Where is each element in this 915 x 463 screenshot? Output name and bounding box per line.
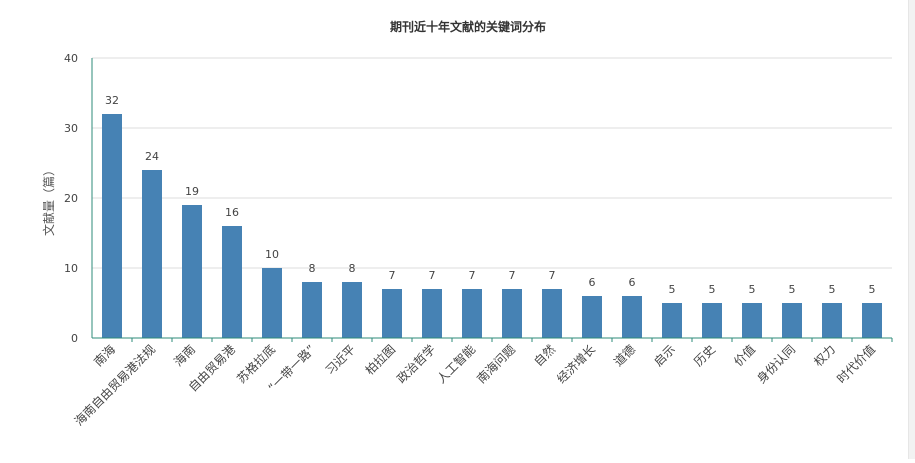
x-tick-label: 启示 (651, 342, 678, 369)
bar-value-label: 8 (309, 262, 316, 275)
bar[interactable] (742, 303, 762, 338)
bar-value-label: 5 (709, 283, 716, 296)
bar[interactable] (222, 226, 242, 338)
bar[interactable] (662, 303, 682, 338)
bar-value-label: 6 (629, 276, 636, 289)
bar-value-label: 10 (265, 248, 279, 261)
bar[interactable] (142, 170, 162, 338)
bar[interactable] (542, 289, 562, 338)
bar[interactable] (582, 296, 602, 338)
x-tick-label: 南海 (91, 342, 119, 370)
bar-value-label: 16 (225, 206, 239, 219)
x-tick-label: 时代价值 (834, 342, 879, 387)
y-tick-label: 0 (71, 332, 78, 345)
x-tick-label: 自然 (531, 342, 559, 370)
y-axis-label: 文献量（篇） (41, 164, 56, 236)
bar[interactable] (822, 303, 842, 338)
bar[interactable] (702, 303, 722, 338)
bar-value-label: 7 (509, 269, 516, 282)
bar[interactable] (862, 303, 882, 338)
x-tick-label: 政治哲学 (394, 342, 439, 387)
scrollbar-edge (908, 0, 915, 459)
bar-value-label: 32 (105, 94, 119, 107)
bar[interactable] (182, 205, 202, 338)
gridlines (92, 57, 892, 269)
bar-value-label: 5 (869, 283, 876, 296)
bar[interactable] (102, 114, 122, 338)
bar-value-label: 6 (589, 276, 596, 289)
y-tick-label: 30 (64, 122, 78, 135)
bar-value-label: 7 (389, 269, 396, 282)
bar-value-label: 8 (349, 262, 356, 275)
bar-value-label: 5 (669, 283, 676, 296)
x-tick-label: 习近平 (323, 342, 358, 377)
bar[interactable] (382, 289, 402, 338)
bar[interactable] (622, 296, 642, 338)
x-tick-label: 人工智能 (434, 342, 479, 387)
bar[interactable] (462, 289, 482, 338)
bar[interactable] (302, 282, 322, 338)
bar-value-label: 7 (469, 269, 476, 282)
bar-value-label: 19 (185, 185, 199, 198)
bar-value-label: 5 (829, 283, 836, 296)
x-tick-label: 价值 (731, 342, 759, 370)
bar-value-label: 7 (429, 269, 436, 282)
x-tick-label: 历史 (691, 342, 718, 369)
x-tick-label: 身份认同 (754, 342, 799, 387)
bar[interactable] (422, 289, 442, 338)
bar[interactable] (342, 282, 362, 338)
bar-value-label: 5 (789, 283, 796, 296)
y-tick-label: 40 (64, 52, 78, 65)
chart-title: 期刊近十年文献的关键词分布 (390, 19, 546, 34)
bar-value-label: 5 (749, 283, 756, 296)
y-tick-label: 10 (64, 262, 78, 275)
x-tick-label: 海南 (171, 342, 199, 370)
x-tick-label: 柏拉图 (362, 342, 398, 378)
x-tick-label: 权力 (811, 342, 838, 369)
x-tick-label: 南海问题 (474, 342, 519, 387)
bar-value-label: 24 (145, 150, 159, 163)
bar[interactable] (262, 268, 282, 338)
bar-value-label: 7 (549, 269, 556, 282)
x-tick-label: 道德 (611, 342, 639, 370)
bars: 32 24 19 16 10 8 8 7 7 7 7 7 6 6 5 5 5 5 5 5 (102, 94, 882, 338)
bar[interactable] (502, 289, 522, 338)
y-tick-label: 20 (64, 192, 78, 205)
bar[interactable] (782, 303, 802, 338)
x-tick-label: 经济增长 (554, 342, 599, 387)
